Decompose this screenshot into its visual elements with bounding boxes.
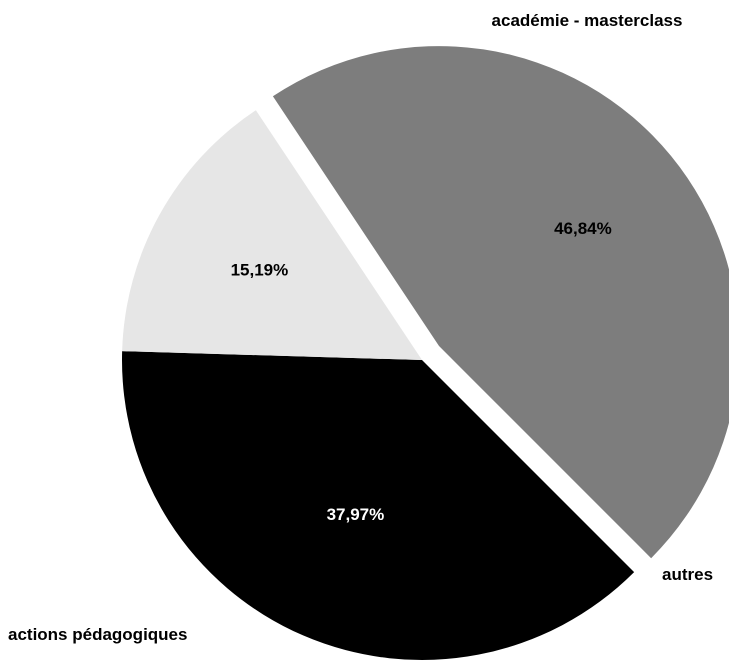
slice-category-label: actions pédagogiques [8,625,187,644]
pie-slices [121,46,729,660]
slice-value-label: 37,97% [327,505,385,524]
pie-labels: 37,97% académie - masterclass 15,19% autres… [8,11,713,644]
slice-value-label: 46,84% [554,219,612,238]
pie-slice-2 [122,110,422,360]
pie-slice-1 [121,351,635,660]
slice-category-label: autres [662,565,713,584]
slice-category-label: académie - masterclass [492,11,683,30]
pie-slice-3 [272,46,729,559]
slice-value-label: 15,19% [231,261,289,280]
